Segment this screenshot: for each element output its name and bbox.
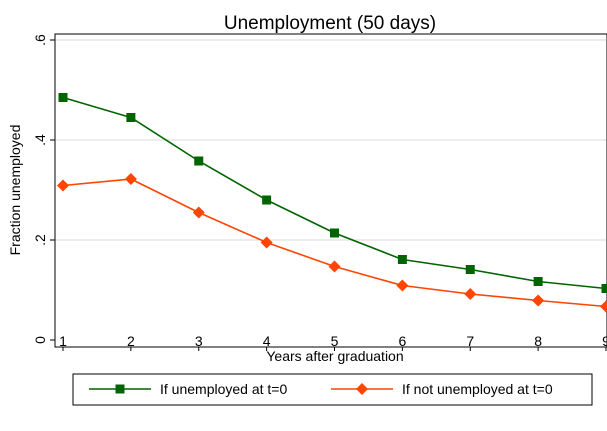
legend-marker	[356, 383, 368, 395]
data-point	[124, 173, 137, 185]
data-point	[532, 294, 545, 307]
data-point	[464, 288, 477, 300]
y-axis-label: Fraction unemployed	[7, 125, 23, 256]
data-point	[396, 279, 409, 292]
legend-marker	[115, 384, 125, 394]
x-tick-label: 1	[59, 333, 67, 349]
plot-area	[54, 33, 607, 348]
data-point	[57, 179, 69, 192]
x-axis-label: Years after graduation	[266, 348, 403, 364]
data-point	[465, 265, 475, 274]
data-point	[260, 236, 273, 249]
x-tick-label: 6	[398, 333, 406, 349]
chart-title: Unemployment (50 days)	[224, 13, 436, 34]
x-tick-label: 2	[127, 333, 135, 349]
data-point	[262, 195, 272, 205]
x-tick-label: 9	[602, 333, 607, 349]
legend: If unemployed at t=0 If not unemployed at…	[72, 373, 593, 406]
x-axis: 1 2 3 4 5 6 7 8 9	[59, 333, 607, 351]
data-point	[397, 255, 407, 264]
y-tick-label: 0	[32, 336, 48, 344]
data-point	[533, 277, 543, 286]
y-axis: 0 .2 .4 .6	[32, 34, 55, 344]
data-point	[192, 206, 205, 219]
x-tick-label: 8	[534, 333, 542, 349]
y-tick-label: .4	[32, 134, 48, 146]
y-tick-label: .6	[32, 34, 48, 46]
data-point	[601, 284, 607, 293]
x-tick-label: 5	[331, 333, 339, 349]
y-tick-label: .2	[32, 234, 48, 246]
data-point	[600, 300, 607, 313]
data-point	[330, 228, 339, 238]
data-point	[194, 156, 204, 166]
data-point	[328, 260, 341, 273]
data-point	[58, 93, 68, 102]
x-tick-label: 3	[195, 333, 203, 349]
x-tick-label: 7	[466, 333, 474, 349]
legend-label: If not unemployed at t=0	[402, 381, 553, 397]
series-layer	[57, 93, 607, 313]
legend-label: If unemployed at t=0	[160, 381, 287, 397]
data-point	[126, 113, 136, 122]
grid-lines	[56, 39, 606, 241]
x-tick-label: 4	[263, 333, 271, 349]
